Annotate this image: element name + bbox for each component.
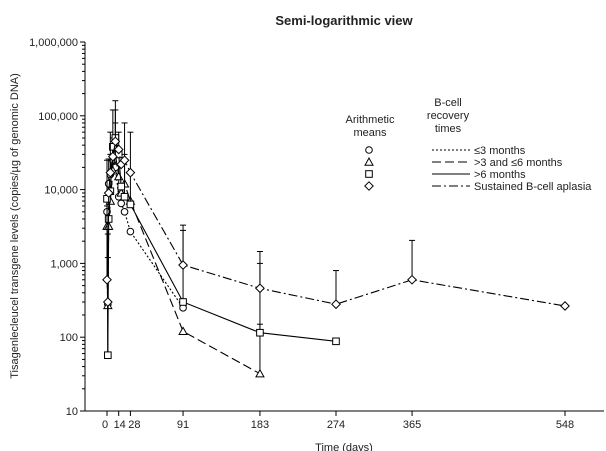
data-point [119, 155, 130, 166]
x-tick-label: 0 [102, 419, 108, 431]
legend-label: Sustained B-cell aplasia [474, 181, 592, 193]
data-point [125, 167, 136, 178]
axes: 10 100 1,000 10,000 100,000 1,000,000 0 14 28 91 1… [29, 37, 604, 431]
x-tick-label: 183 [251, 419, 269, 431]
data-point [178, 260, 188, 270]
data-point [104, 351, 112, 360]
x-tick-label: 28 [128, 419, 140, 431]
data-point [126, 200, 135, 209]
x-tick-label: 365 [403, 419, 421, 431]
legend-line-header: times [435, 123, 462, 135]
legend-marker [365, 170, 373, 178]
data-point [103, 188, 114, 198]
data-point [560, 301, 570, 311]
y-tick-label: 1,000,000 [29, 37, 78, 49]
series-4 [102, 109, 570, 311]
data-point [105, 167, 116, 178]
data-point [331, 299, 341, 310]
x-tick-label: 14 [114, 419, 126, 431]
data-point [102, 274, 112, 285]
legend-marker [365, 146, 373, 154]
x-tick-label: 91 [177, 419, 189, 431]
data-point [117, 199, 126, 208]
x-tick-label: 548 [556, 419, 574, 431]
data-point [110, 136, 121, 147]
data-point [126, 227, 135, 236]
legend-line-header: recovery [427, 110, 470, 122]
legend-label: >6 months [474, 169, 526, 181]
legend-marker [364, 156, 374, 166]
data-point [255, 368, 265, 378]
data-point [113, 144, 124, 155]
data-point [120, 192, 129, 201]
data-point [117, 182, 126, 191]
legend-line-header: B-cell [434, 97, 462, 109]
data-point [178, 326, 188, 336]
y-tick-label: 100,000 [38, 111, 78, 123]
data-point [102, 297, 113, 307]
y-tick-label: 100 [60, 332, 78, 344]
legend-label: >3 and ≤6 months [474, 157, 563, 169]
data-point [256, 328, 264, 337]
data-point [179, 298, 187, 306]
y-tick-label: 10 [66, 406, 78, 418]
series-3 [103, 100, 340, 360]
chart-title: Semi-logarithmic view [275, 13, 413, 28]
y-tick-label: 10,000 [44, 185, 78, 197]
x-axis-label: Time (days) [315, 442, 373, 451]
legend-marker-header: means [353, 127, 387, 139]
series-1 [103, 144, 187, 312]
data-point [107, 151, 118, 162]
legend-marker-header: Arithmetic [346, 114, 395, 126]
data-point [255, 283, 265, 294]
x-tick-label: 274 [327, 419, 345, 431]
plot-area [102, 100, 570, 378]
data-point [407, 274, 417, 285]
legend-label: ≤3 months [474, 145, 526, 157]
legend-marker [364, 181, 374, 191]
data-point [332, 337, 340, 346]
y-tick-label: 1,000 [50, 258, 78, 270]
data-point [120, 208, 129, 216]
y-axis-label: Tisagenlecleucel transgene levels (copie… [9, 73, 21, 379]
